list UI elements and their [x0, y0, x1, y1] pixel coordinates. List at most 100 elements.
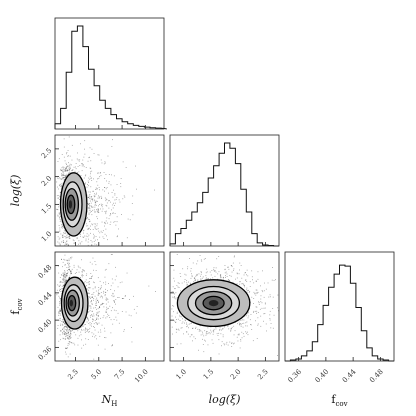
scatter-point [84, 270, 85, 272]
scatter-point [187, 266, 189, 268]
scatter-point [62, 226, 63, 227]
scatter-point [69, 237, 71, 239]
scatter-point [104, 337, 105, 338]
scatter-point [235, 278, 236, 280]
scatter-point [90, 225, 91, 227]
scatter-point [237, 334, 239, 336]
scatter-point [61, 186, 63, 188]
scatter-point [218, 339, 220, 341]
scatter-point [240, 320, 242, 321]
scatter-point [63, 276, 65, 278]
scatter-point [67, 272, 68, 274]
scatter-point [135, 312, 137, 314]
scatter-point [62, 172, 64, 173]
scatter-point [104, 222, 106, 224]
scatter-point [78, 266, 80, 268]
scatter-point [95, 270, 97, 271]
scatter-point [86, 273, 88, 275]
scatter-point [100, 304, 102, 306]
scatter-point [116, 236, 118, 238]
scatter-point [87, 292, 89, 294]
scatter-point [62, 166, 64, 168]
scatter-point [59, 212, 61, 214]
scatter-point [69, 235, 70, 237]
scatter-point [117, 312, 119, 314]
scatter-point [88, 207, 90, 209]
scatter-point [94, 225, 96, 227]
scatter-point [255, 289, 257, 291]
scatter-point [224, 326, 225, 328]
scatter-point [275, 279, 276, 281]
scatter-point [66, 166, 68, 167]
scatter-point [245, 272, 246, 273]
scatter-point [115, 316, 117, 318]
scatter-point [73, 264, 75, 266]
scatter-point [78, 240, 80, 242]
scatter-point [65, 337, 67, 339]
scatter-point [81, 271, 83, 272]
scatter-point [62, 282, 64, 284]
scatter-point [99, 335, 101, 337]
scatter-point [211, 339, 213, 341]
scatter-point [112, 282, 114, 284]
scatter-point [90, 229, 91, 230]
scatter-point [175, 316, 176, 318]
scatter-point [67, 165, 69, 167]
scatter-point [90, 298, 91, 299]
scatter-point [88, 305, 90, 307]
scatter-point [82, 275, 84, 276]
scatter-point [86, 186, 88, 188]
scatter-point [87, 244, 89, 246]
y-axis-label-fcov: fcov [9, 298, 24, 314]
scatter-point [75, 272, 77, 273]
scatter-point [89, 198, 91, 200]
scatter-point [61, 175, 63, 177]
scatter-point [82, 164, 84, 166]
scatter-point [116, 197, 118, 198]
scatter-point [104, 187, 106, 188]
scatter-point [94, 211, 95, 213]
scatter-point [230, 328, 232, 330]
scatter-point [100, 292, 102, 293]
scatter-point [69, 277, 70, 279]
x-axis-label-nh: NH [101, 393, 118, 408]
scatter-point [250, 324, 252, 326]
scatter-point [255, 281, 257, 282]
scatter-point [264, 282, 265, 284]
scatter-point [68, 278, 70, 280]
scatter-point [86, 288, 88, 290]
scatter-point [59, 277, 61, 278]
scatter-point [98, 154, 100, 156]
scatter-point [226, 273, 228, 275]
scatter-point [104, 178, 106, 179]
scatter-point [70, 333, 72, 335]
scatter-point [57, 197, 59, 199]
scatter-point [66, 234, 68, 236]
scatter-point [246, 332, 247, 334]
scatter-point [59, 318, 61, 320]
scatter-point [241, 319, 243, 321]
scatter-point [58, 212, 60, 214]
scatter-point [87, 289, 89, 291]
scatter-point [256, 292, 258, 294]
scatter-point [89, 324, 91, 326]
scatter-point [118, 297, 120, 298]
scatter-point [100, 317, 101, 319]
scatter-point [177, 328, 179, 330]
scatter-point [197, 280, 199, 282]
scatter-point [205, 272, 207, 274]
scatter-point [69, 237, 70, 239]
scatter-point [57, 177, 58, 179]
scatter-point [90, 173, 91, 175]
scatter-point [206, 333, 208, 335]
scatter-point [89, 178, 91, 180]
scatter-point [241, 331, 243, 333]
scatter-point [103, 303, 105, 304]
scatter-point [214, 275, 216, 277]
scatter-point [249, 291, 251, 292]
scatter-point [89, 281, 90, 283]
scatter-point [69, 353, 71, 355]
scatter-point [86, 218, 88, 219]
panel-frame-nh-fcov [54, 251, 165, 362]
scatter-point [85, 235, 87, 237]
